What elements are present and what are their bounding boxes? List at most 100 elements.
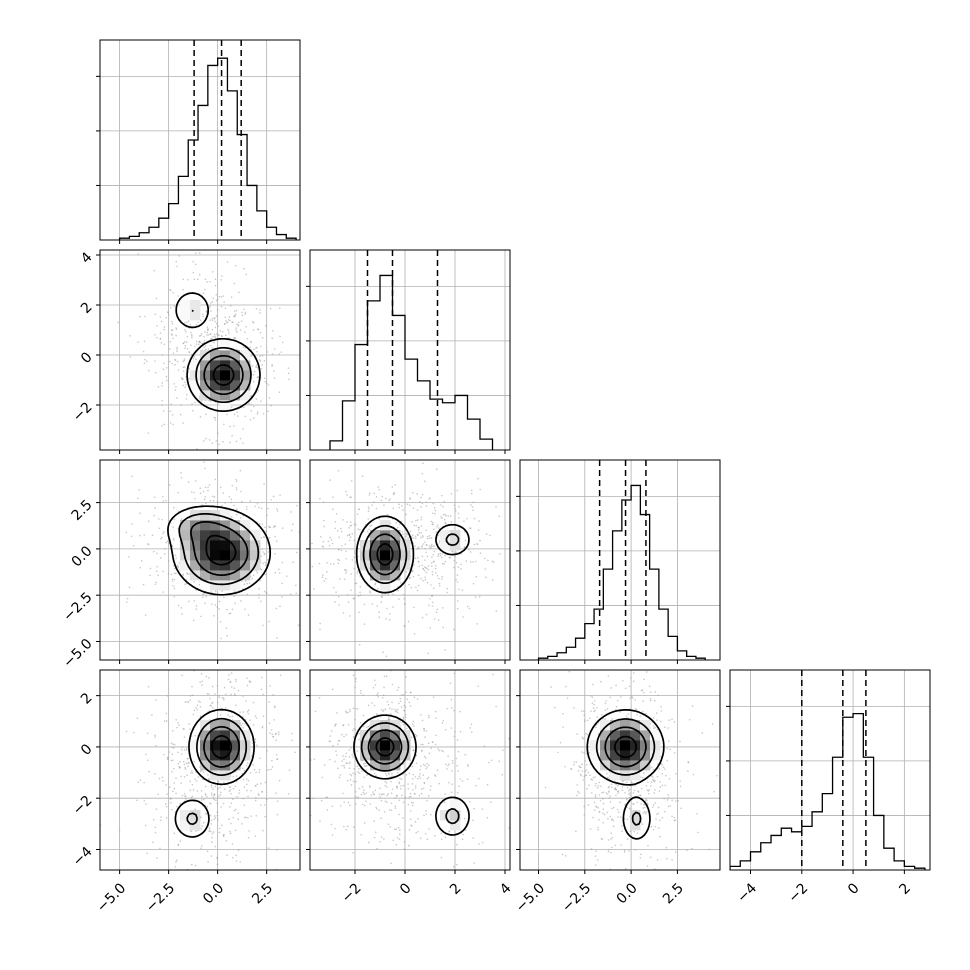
scatter-point xyxy=(216,432,219,434)
scatter-point xyxy=(447,765,449,767)
scatter-point xyxy=(137,781,140,783)
scatter-point xyxy=(668,778,671,780)
scatter-point xyxy=(182,760,185,763)
scatter-point xyxy=(208,830,210,833)
density-cell xyxy=(380,730,391,741)
scatter-point xyxy=(202,821,205,824)
scatter-point xyxy=(307,514,309,516)
density-cell xyxy=(230,560,241,571)
scatter-point xyxy=(170,333,173,336)
density-cell xyxy=(200,520,211,531)
scatter-point xyxy=(184,347,186,350)
scatter-point xyxy=(208,827,211,830)
scatter-point xyxy=(358,772,361,775)
scatter-point xyxy=(502,749,504,752)
scatter-point xyxy=(422,787,425,790)
scatter-point xyxy=(174,363,176,366)
scatter-point xyxy=(353,567,356,570)
scatter-point xyxy=(218,443,220,446)
scatter-point xyxy=(231,889,233,891)
density-cell xyxy=(230,380,241,391)
scatter-point xyxy=(272,871,274,873)
scatter-point xyxy=(266,541,268,544)
density-cell xyxy=(210,350,221,361)
scatter-point xyxy=(232,775,235,778)
density-cell xyxy=(230,580,241,591)
scatter-point xyxy=(376,807,378,810)
scatter-point xyxy=(154,313,157,316)
scatter-point xyxy=(348,762,350,765)
scatter-point xyxy=(241,500,243,503)
scatter-point xyxy=(173,506,175,509)
scatter-point xyxy=(456,843,458,846)
scatter-point xyxy=(463,546,466,549)
scatter-point xyxy=(216,863,219,866)
scatter-point xyxy=(244,580,247,583)
scatter-point xyxy=(331,805,334,808)
scatter-point xyxy=(346,534,349,537)
scatter-point xyxy=(179,760,181,763)
scatter-point xyxy=(633,789,636,792)
scatter-point xyxy=(400,788,402,790)
histogram-panel-1 xyxy=(306,249,511,454)
scatter-point xyxy=(243,804,246,806)
scatter-point xyxy=(608,849,610,851)
scatter-point xyxy=(227,328,229,331)
scatter-point xyxy=(313,758,316,760)
scatter-point xyxy=(387,703,390,706)
scatter-point xyxy=(200,400,203,402)
scatter-point xyxy=(302,600,304,602)
contour-line xyxy=(604,726,647,768)
contour-line xyxy=(178,513,260,586)
scatter-point xyxy=(253,370,256,373)
scatter-point xyxy=(270,498,272,501)
scatter-point xyxy=(583,752,585,754)
density-cell xyxy=(610,730,621,741)
scatter-point xyxy=(272,526,275,529)
scatter-point xyxy=(235,860,238,862)
scatter-point xyxy=(169,341,172,343)
scatter-point xyxy=(450,492,453,495)
scatter-point xyxy=(358,732,361,735)
density-cell xyxy=(230,520,241,531)
density-cell xyxy=(220,520,231,531)
scatter-point xyxy=(626,781,628,784)
scatter-point xyxy=(248,830,250,832)
scatter-point xyxy=(350,589,352,592)
scatter-point xyxy=(448,763,450,765)
scatter-point xyxy=(395,521,398,524)
scatter-point xyxy=(463,817,466,820)
scatter-point xyxy=(177,295,179,297)
scatter-point xyxy=(218,831,221,834)
scatter-point xyxy=(416,534,419,536)
scatter-point xyxy=(511,508,513,510)
scatter-point xyxy=(403,841,406,843)
scatter-point xyxy=(131,475,133,478)
density-cell xyxy=(380,580,391,591)
scatter-point xyxy=(184,340,186,343)
scatter-point xyxy=(456,600,459,602)
scatter-point xyxy=(213,496,216,498)
scatter-point xyxy=(341,545,343,547)
scatter-point xyxy=(165,366,168,369)
scatter-point xyxy=(425,505,428,507)
scatter-point xyxy=(228,786,231,788)
scatter-point xyxy=(629,794,632,797)
scatter-point xyxy=(537,576,539,578)
scatter-point xyxy=(634,699,637,701)
scatter-point xyxy=(383,686,385,689)
scatter-point xyxy=(414,557,417,560)
scatter-point xyxy=(210,823,213,825)
scatter-point xyxy=(422,568,425,570)
scatter-point xyxy=(436,574,439,577)
density-cell xyxy=(220,400,231,411)
scatter-point xyxy=(175,334,177,337)
scatter-point xyxy=(409,691,412,694)
scatter-point xyxy=(234,785,237,788)
scatter-point xyxy=(407,783,409,785)
scatter-point xyxy=(430,655,432,657)
scatter-point xyxy=(216,701,219,704)
scatter-point xyxy=(155,699,157,701)
scatter-point xyxy=(667,805,670,808)
scatter-point xyxy=(604,718,606,720)
